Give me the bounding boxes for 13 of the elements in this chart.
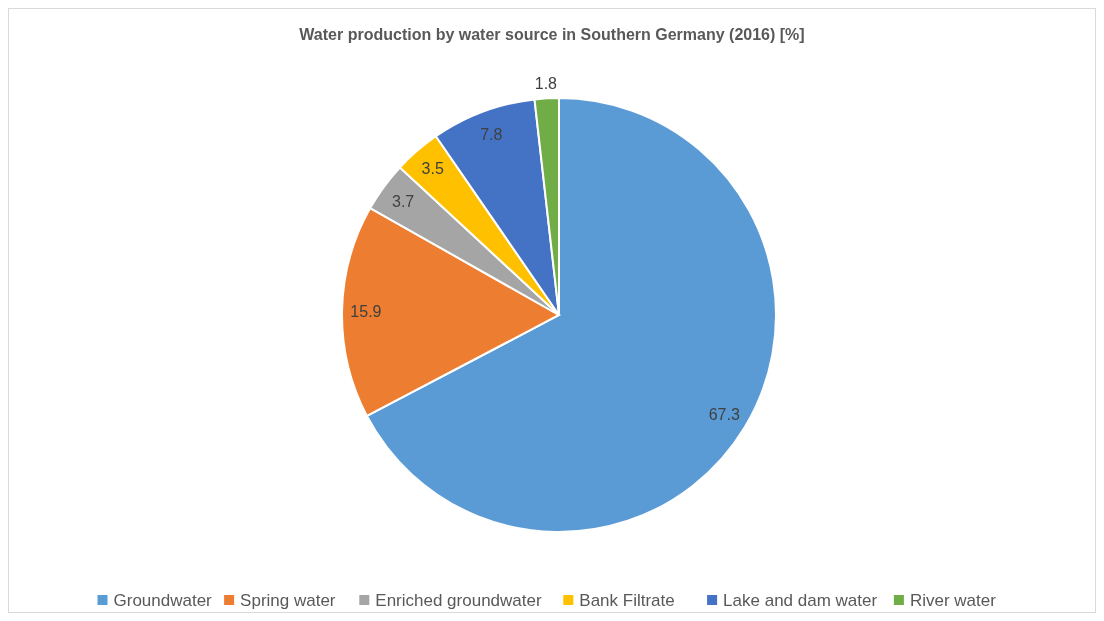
legend-label: Enriched groundwater <box>375 590 542 610</box>
data-label: 67.3 <box>708 406 740 424</box>
data-label: 1.8 <box>534 74 558 92</box>
data-label: 7.8 <box>480 125 503 143</box>
legend-label: Lake and dam water <box>723 590 878 610</box>
legend-label: Groundwater <box>113 590 213 610</box>
legend-label: River water <box>909 590 997 610</box>
chart-title: Water production by water source in Southern Germany (2016) [%] <box>299 26 805 43</box>
data-label: 3.5 <box>421 160 444 178</box>
data-label: 3.7 <box>391 192 415 210</box>
legend-label: Spring water <box>240 590 336 610</box>
legend-label: Bank Filtrate <box>579 590 675 610</box>
data-label: 15.9 <box>350 303 382 321</box>
